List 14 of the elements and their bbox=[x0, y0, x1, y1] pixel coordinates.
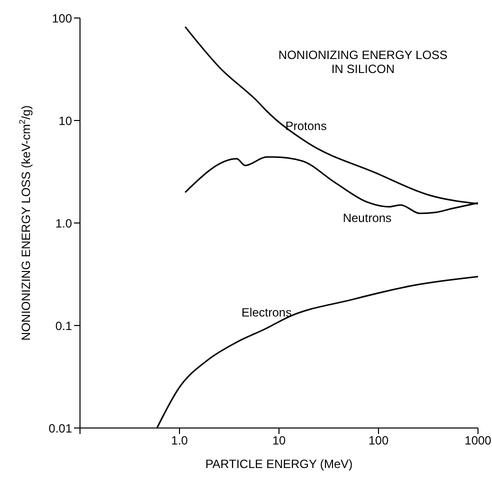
y-tick-label: 100 bbox=[52, 11, 72, 26]
y-tick-label: 0.1 bbox=[55, 318, 72, 333]
series-label: Neutrons bbox=[342, 211, 392, 226]
y-tick-label: 10 bbox=[58, 114, 72, 128]
x-axis-title: PARTICLE ENERGY (MeV) bbox=[205, 457, 353, 471]
y-tick-label: 1.0 bbox=[55, 216, 72, 230]
y-tick-label: 0.01 bbox=[48, 421, 72, 436]
x-tick-label: 1.0 bbox=[171, 434, 188, 448]
text: NONIONIZING ENERGY LOSS IN SILICON bbox=[277, 48, 449, 76]
x-tick-label: 10 bbox=[272, 434, 286, 448]
x-tick-label: 100 bbox=[368, 434, 389, 448]
series-label: Protons bbox=[285, 118, 327, 133]
x-tick-label: 1000 bbox=[464, 434, 492, 448]
series-label: Electrons bbox=[242, 305, 292, 320]
